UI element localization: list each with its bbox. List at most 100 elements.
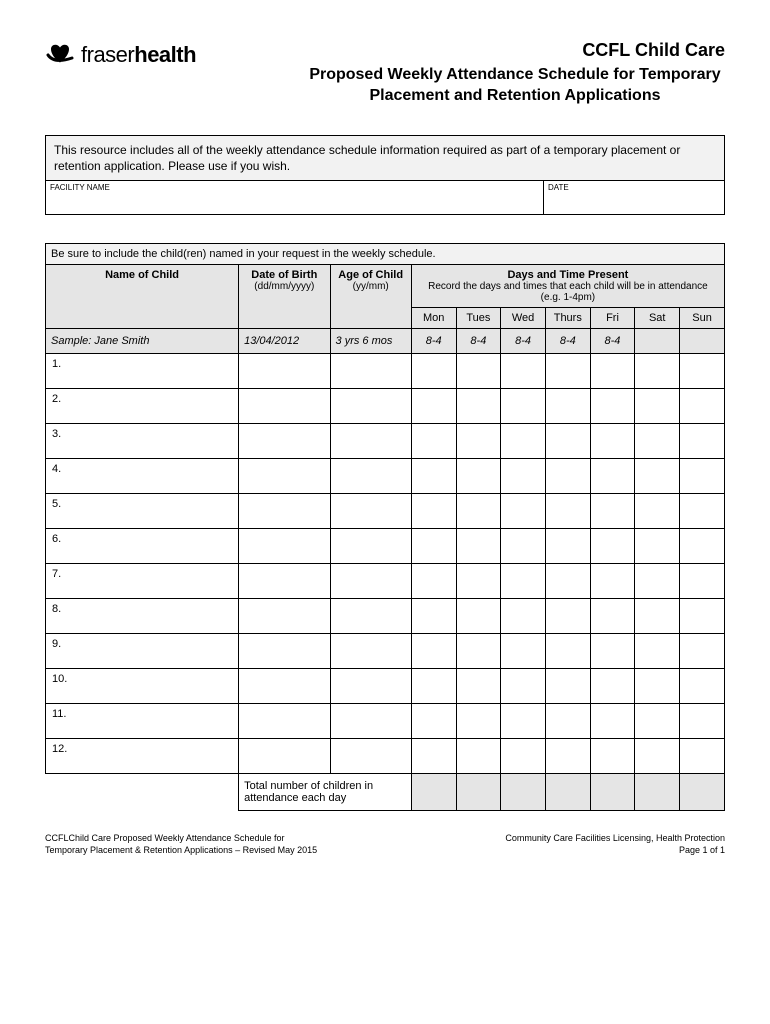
cell[interactable] <box>501 633 546 668</box>
cell[interactable] <box>456 598 501 633</box>
cell[interactable] <box>545 703 590 738</box>
table-row[interactable]: 2. <box>46 388 725 423</box>
cell[interactable] <box>590 388 635 423</box>
cell[interactable] <box>239 388 330 423</box>
cell[interactable] <box>411 738 456 773</box>
cell[interactable] <box>239 563 330 598</box>
cell[interactable] <box>635 563 680 598</box>
table-row[interactable]: 3. <box>46 423 725 458</box>
cell[interactable] <box>330 493 411 528</box>
cell[interactable] <box>239 493 330 528</box>
cell[interactable] <box>501 703 546 738</box>
cell[interactable] <box>501 458 546 493</box>
total-sun[interactable] <box>680 773 725 810</box>
cell[interactable] <box>635 528 680 563</box>
cell[interactable] <box>635 738 680 773</box>
cell[interactable] <box>239 668 330 703</box>
cell[interactable] <box>501 668 546 703</box>
cell[interactable] <box>590 703 635 738</box>
cell[interactable] <box>680 493 725 528</box>
cell[interactable] <box>411 528 456 563</box>
cell[interactable] <box>411 388 456 423</box>
cell[interactable] <box>239 458 330 493</box>
cell[interactable] <box>680 598 725 633</box>
cell[interactable] <box>590 738 635 773</box>
cell[interactable] <box>330 563 411 598</box>
table-row[interactable]: 5. <box>46 493 725 528</box>
cell[interactable] <box>239 633 330 668</box>
cell[interactable] <box>680 458 725 493</box>
cell[interactable] <box>239 703 330 738</box>
cell[interactable] <box>501 598 546 633</box>
cell[interactable] <box>411 423 456 458</box>
cell[interactable] <box>411 353 456 388</box>
cell[interactable] <box>635 388 680 423</box>
cell[interactable] <box>456 388 501 423</box>
cell[interactable] <box>330 458 411 493</box>
cell[interactable] <box>545 388 590 423</box>
cell[interactable] <box>330 528 411 563</box>
cell[interactable] <box>239 738 330 773</box>
cell[interactable] <box>330 738 411 773</box>
cell[interactable] <box>456 493 501 528</box>
total-sat[interactable] <box>635 773 680 810</box>
cell[interactable] <box>456 563 501 598</box>
cell[interactable] <box>635 458 680 493</box>
cell[interactable] <box>239 528 330 563</box>
cell[interactable] <box>590 353 635 388</box>
date-field[interactable]: DATE <box>544 181 724 214</box>
cell[interactable] <box>680 633 725 668</box>
cell[interactable] <box>411 703 456 738</box>
cell[interactable] <box>239 423 330 458</box>
cell[interactable] <box>330 598 411 633</box>
cell[interactable] <box>635 633 680 668</box>
cell[interactable] <box>501 563 546 598</box>
cell[interactable] <box>635 493 680 528</box>
cell[interactable] <box>680 563 725 598</box>
cell[interactable] <box>501 528 546 563</box>
cell[interactable] <box>635 598 680 633</box>
table-row[interactable]: 1. <box>46 353 725 388</box>
cell[interactable] <box>680 353 725 388</box>
cell[interactable] <box>456 703 501 738</box>
cell[interactable] <box>501 353 546 388</box>
cell[interactable] <box>680 668 725 703</box>
total-tues[interactable] <box>456 773 501 810</box>
cell[interactable] <box>590 633 635 668</box>
cell[interactable] <box>590 668 635 703</box>
cell[interactable] <box>411 633 456 668</box>
cell[interactable] <box>456 528 501 563</box>
cell[interactable] <box>545 738 590 773</box>
cell[interactable] <box>590 528 635 563</box>
cell[interactable] <box>501 738 546 773</box>
cell[interactable] <box>635 703 680 738</box>
cell[interactable] <box>680 528 725 563</box>
cell[interactable] <box>239 598 330 633</box>
cell[interactable] <box>590 563 635 598</box>
table-row[interactable]: 9. <box>46 633 725 668</box>
cell[interactable] <box>456 633 501 668</box>
cell[interactable] <box>456 668 501 703</box>
cell[interactable] <box>501 423 546 458</box>
total-fri[interactable] <box>590 773 635 810</box>
table-row[interactable]: 12. <box>46 738 725 773</box>
cell[interactable] <box>330 703 411 738</box>
cell[interactable] <box>239 353 330 388</box>
cell[interactable] <box>330 353 411 388</box>
cell[interactable] <box>411 668 456 703</box>
cell[interactable] <box>545 633 590 668</box>
cell[interactable] <box>456 423 501 458</box>
cell[interactable] <box>545 458 590 493</box>
table-row[interactable]: 8. <box>46 598 725 633</box>
cell[interactable] <box>635 353 680 388</box>
cell[interactable] <box>456 458 501 493</box>
cell[interactable] <box>590 598 635 633</box>
cell[interactable] <box>680 423 725 458</box>
total-wed[interactable] <box>501 773 546 810</box>
cell[interactable] <box>545 668 590 703</box>
cell[interactable] <box>545 353 590 388</box>
cell[interactable] <box>501 388 546 423</box>
cell[interactable] <box>330 668 411 703</box>
cell[interactable] <box>411 598 456 633</box>
cell[interactable] <box>501 493 546 528</box>
